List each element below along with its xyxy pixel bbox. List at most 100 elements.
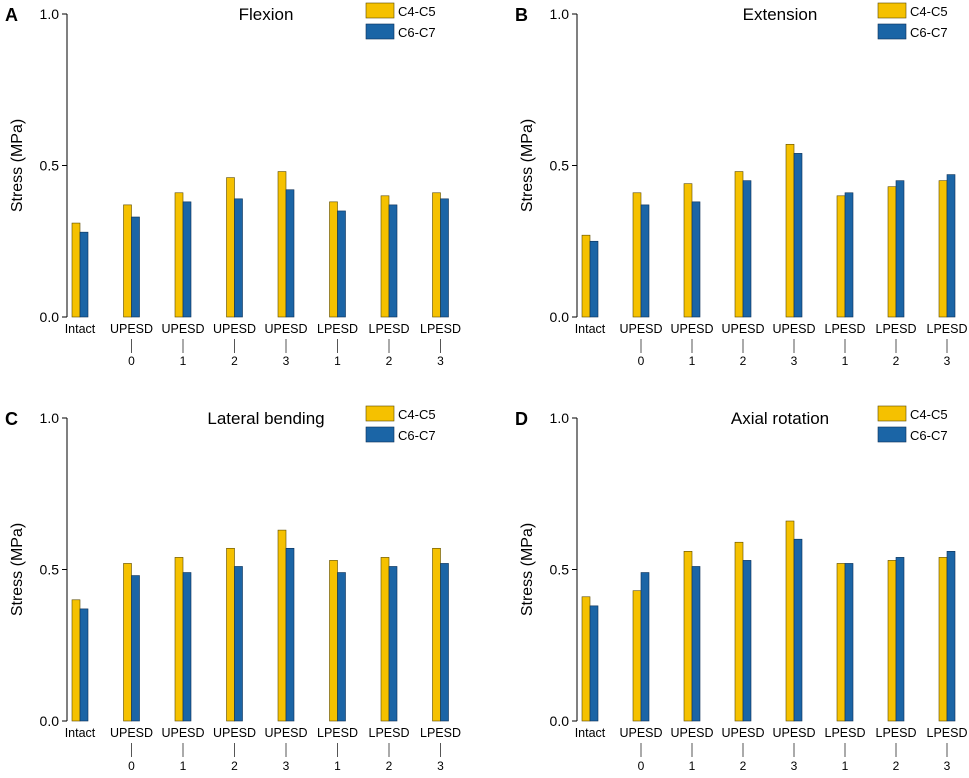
x-tick-label: LPESD [317,322,358,336]
y-tick-label: 0.0 [550,713,570,729]
x-tick-number: 3 [283,354,290,368]
x-tick-label: UPESD [772,322,815,336]
x-tick-label: LPESD [876,322,917,336]
bar-c4-c5 [836,563,846,722]
x-tick-label: LPESD [825,726,866,740]
legend-label-c6-c7: C6-C7 [398,428,436,443]
bar-c6-c7 [640,572,650,722]
x-tick-label: Intact [65,322,96,336]
bar-c6-c7 [182,572,192,722]
chart-title: Lateral bending [207,409,324,428]
bar-c6-c7 [895,180,905,318]
bar-c4-c5 [581,234,591,318]
bar-c4-c5 [632,590,642,722]
chart-panel-b: B 0.0 0.5 1.0 Stress (MPa) Extension Intact UPE… [515,2,968,368]
x-tick-number: 2 [740,759,747,773]
chart-title: Axial rotation [731,409,829,428]
x-tick-number: 2 [231,759,238,773]
y-tick-label: 1.0 [40,410,60,426]
bar-c4-c5 [277,529,287,722]
x-tick-number: 2 [740,354,747,368]
x-tick-number: 2 [386,354,393,368]
bar-c4-c5 [632,192,642,318]
x-tick-number: 3 [944,759,951,773]
bar-c6-c7 [131,575,140,722]
bar-c6-c7 [742,180,752,318]
legend-label-c4-c5: C4-C5 [910,4,948,19]
x-tick-number: 1 [689,354,696,368]
x-tick-number: 0 [128,354,135,368]
bar-c6-c7 [388,566,398,722]
bar-c6-c7 [337,210,346,318]
chart-title: Flexion [239,5,294,24]
chart-panel-c: C 0.0 0.5 1.0 Stress (MPa) Lateral bending Int… [5,405,461,773]
x-tick-label: LPESD [825,322,866,336]
bar-c4-c5 [734,541,744,722]
x-tick-number: 0 [638,354,645,368]
y-tick-label: 0.0 [40,309,60,325]
bar-c4-c5 [123,204,132,318]
x-tick-number: 1 [334,759,341,773]
bar-c6-c7 [640,204,650,318]
legend: C4-C5 C6-C7 [365,405,436,443]
bar-c4-c5 [329,201,338,318]
bar-c6-c7 [285,189,295,318]
x-tick-label: UPESD [161,322,204,336]
bar-c4-c5 [123,563,132,722]
x-tick-label: LPESD [369,726,410,740]
bar-c6-c7 [946,551,956,722]
chart-panel-d: D 0.0 0.5 1.0 Stress (MPa) Axial rotation Inta… [515,405,968,773]
x-tick-number: 1 [689,759,696,773]
x-tick-label: LPESD [927,322,968,336]
x-tick-number: 3 [437,354,444,368]
bar-c4-c5 [174,557,184,722]
chart-title: Extension [743,5,818,24]
x-tick-number: 3 [791,759,798,773]
legend: C4-C5 C6-C7 [877,2,948,40]
x-tick-label: UPESD [264,726,307,740]
bar-c6-c7 [844,192,854,318]
bar-c4-c5 [938,557,948,722]
panel-letter: A [5,5,18,25]
x-tick-label: Intact [575,322,606,336]
x-tick-label: UPESD [772,726,815,740]
bar-c4-c5 [329,560,338,722]
bar-c4-c5 [938,180,948,318]
y-tick-label: 0.5 [550,158,570,174]
bar-c4-c5 [380,195,390,318]
bar-c6-c7 [691,201,701,318]
x-tick-label: LPESD [876,726,917,740]
legend-swatch-c4-c5 [365,2,395,19]
bar-c6-c7 [182,201,192,318]
bar-c4-c5 [71,222,81,318]
bar-c4-c5 [785,520,795,722]
bar-c4-c5 [174,192,184,318]
bar-c6-c7 [234,566,243,722]
x-tick-number: 2 [893,354,900,368]
x-tick-number: 2 [231,354,238,368]
legend-swatch-c4-c5 [877,2,907,19]
y-tick-label: 0.0 [550,309,570,325]
bar-c6-c7 [337,572,346,722]
y-axis-label: Stress (MPa) [9,119,26,212]
x-tick-number: 0 [128,759,135,773]
bar-c6-c7 [440,563,449,722]
x-tick-label: LPESD [369,322,410,336]
legend-label-c4-c5: C4-C5 [910,407,948,422]
x-tick-label: UPESD [619,726,662,740]
x-tick-label: LPESD [420,726,461,740]
bar-c4-c5 [581,596,591,722]
bar-c6-c7 [844,563,854,722]
x-tick-number: 1 [842,759,849,773]
x-tick-label: UPESD [670,726,713,740]
bar-c6-c7 [589,240,599,318]
bar-c6-c7 [793,153,803,318]
y-tick-label: 0.0 [40,713,60,729]
x-tick-label: UPESD [213,322,256,336]
legend-swatch-c6-c7 [877,426,907,443]
bar-c6-c7 [388,204,398,318]
x-tick-number: 2 [893,759,900,773]
y-axis-label: Stress (MPa) [9,523,26,616]
bar-c6-c7 [742,560,752,722]
